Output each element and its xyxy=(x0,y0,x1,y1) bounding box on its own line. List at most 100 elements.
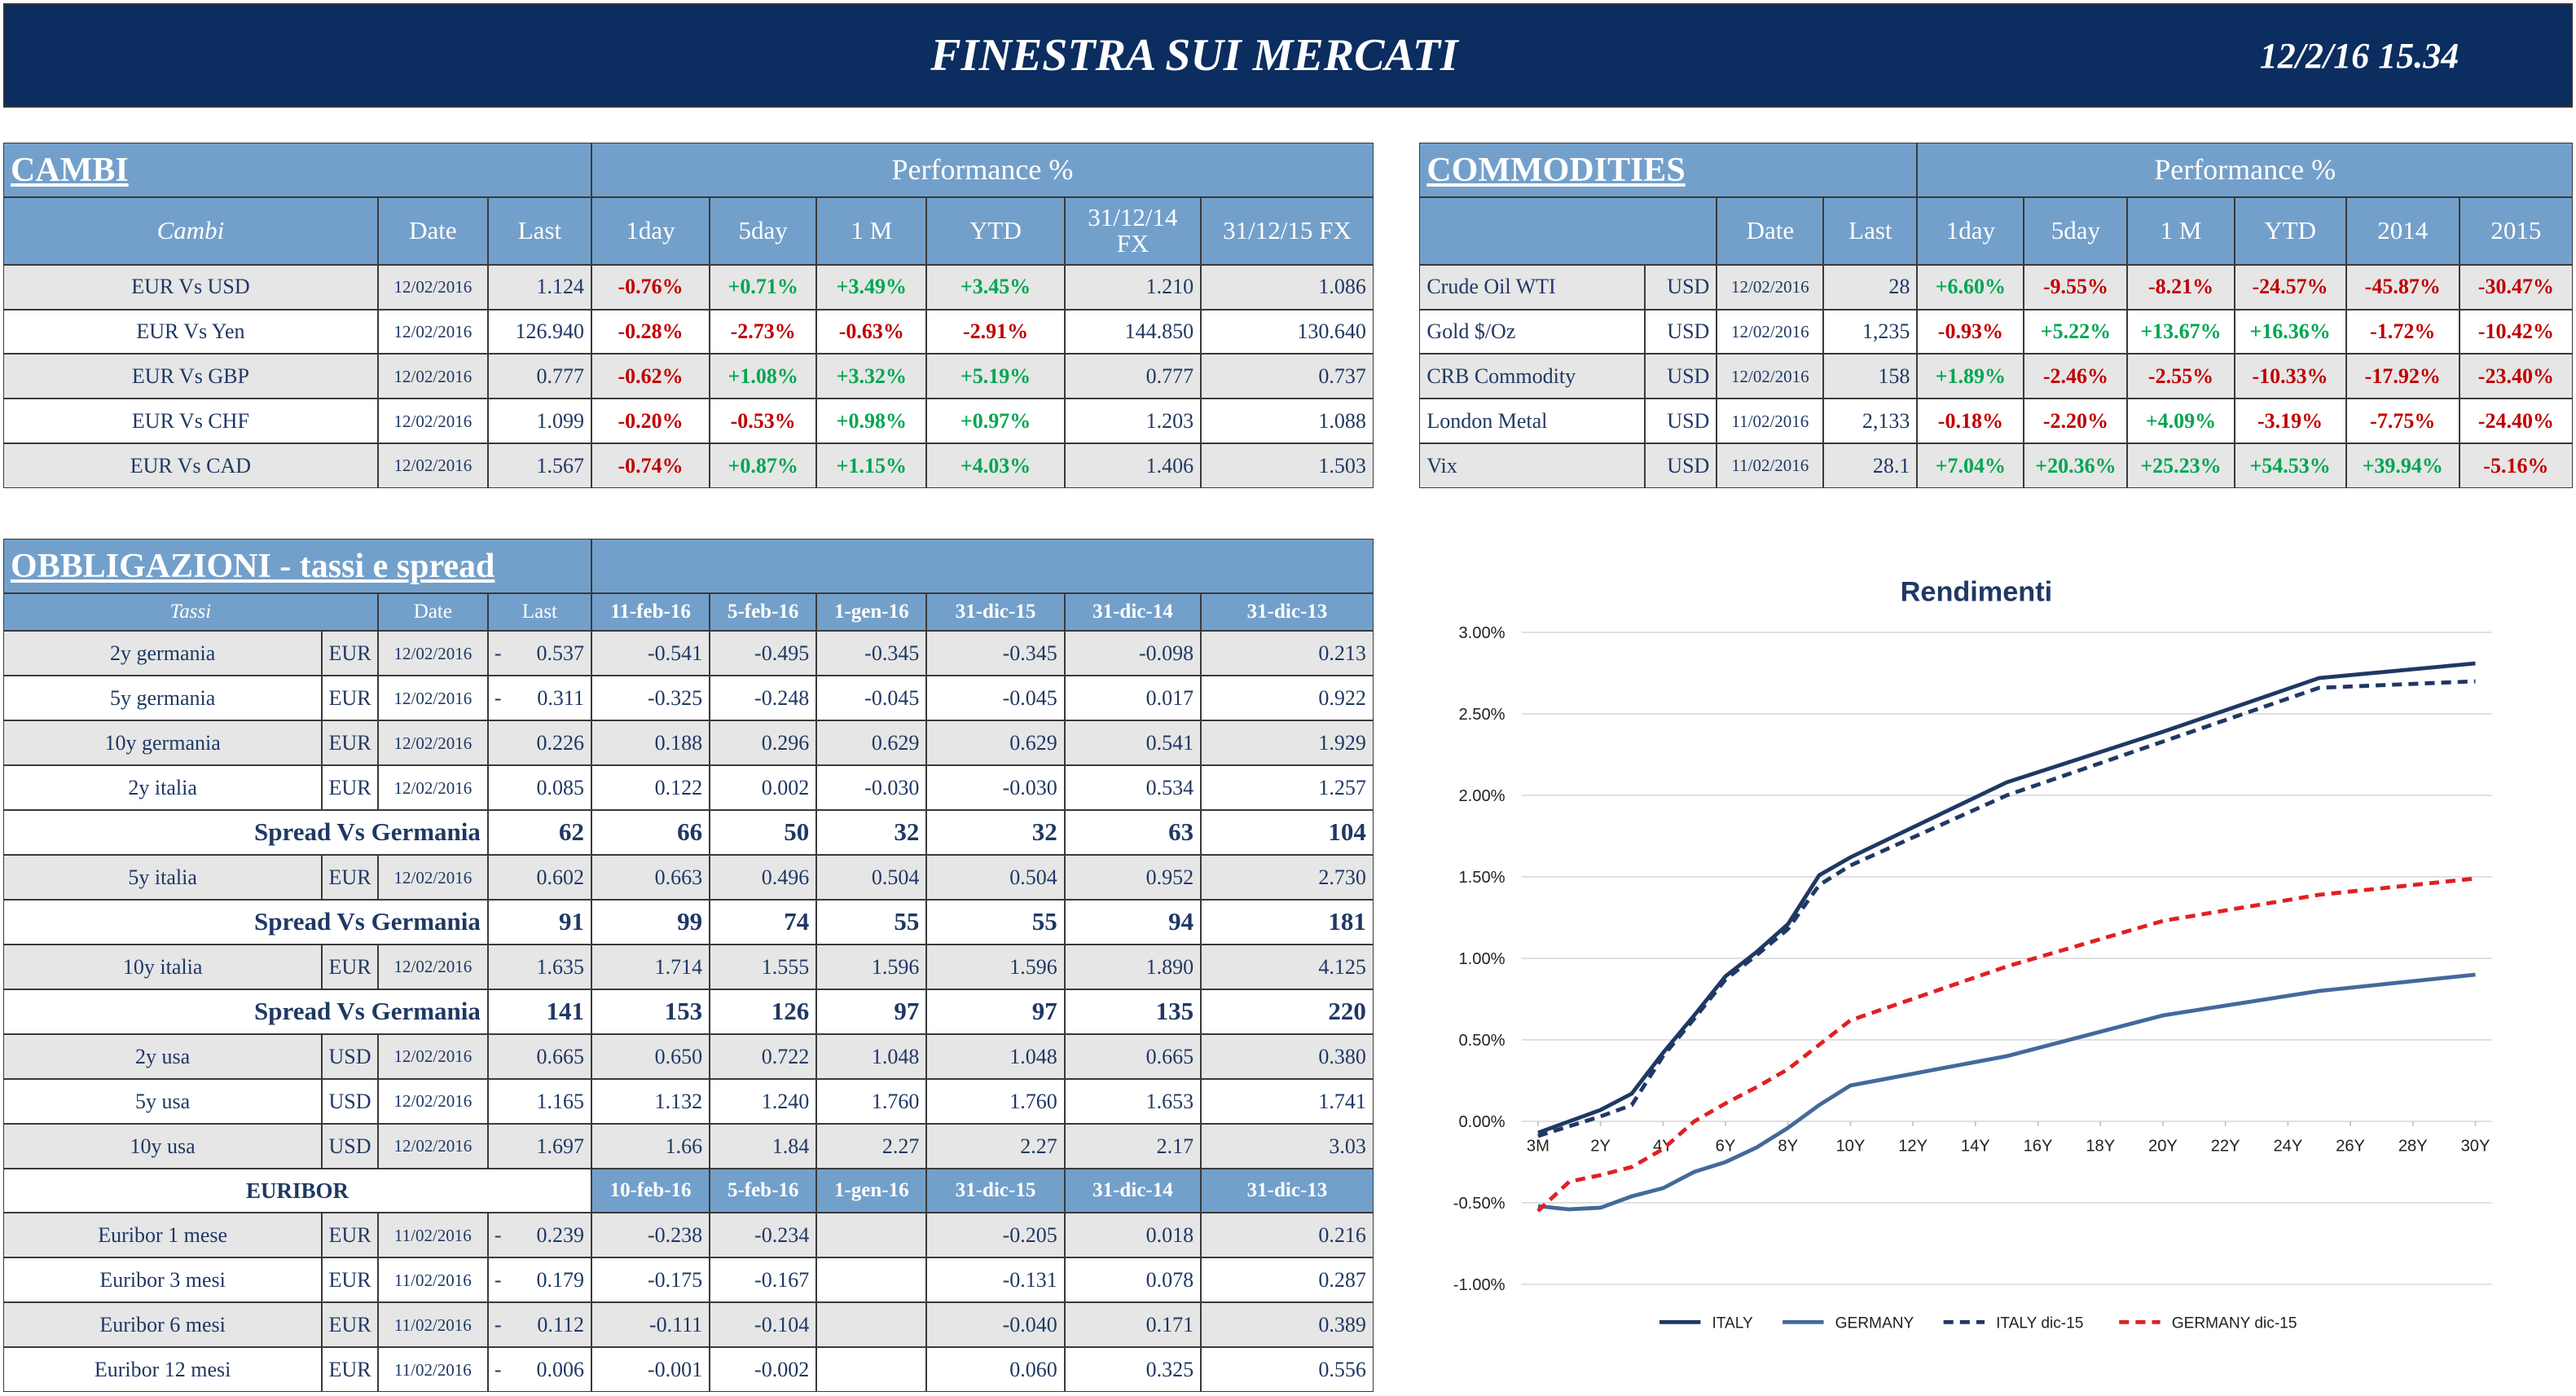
date: 12/02/2016 xyxy=(377,945,488,989)
section-title: COMMODITIES xyxy=(1419,143,1918,197)
rate-value: -0.495 xyxy=(710,631,817,676)
row-label: 5y usa xyxy=(3,1078,323,1124)
x-tick-label: 20Y xyxy=(2148,1138,2178,1156)
performance-value: -0.76% xyxy=(591,264,710,310)
legend-label: GERMANY dic-15 xyxy=(2172,1315,2297,1332)
rate-value: 1.596 xyxy=(816,945,927,989)
performance-value: +7.04% xyxy=(1917,443,2024,488)
currency: EUR xyxy=(322,1347,378,1393)
x-tick-label: 3M xyxy=(1527,1138,1550,1156)
rate-value: 2.730 xyxy=(1201,855,1374,901)
table-cell: EUR Vs Yen xyxy=(3,309,378,355)
rate-value: 1.240 xyxy=(710,1078,817,1124)
y-tick-label: 3.00% xyxy=(1458,624,1505,642)
rate-value: 1.66 xyxy=(591,1123,710,1169)
row-label: 2y italia xyxy=(3,765,323,811)
performance-value: -30.47% xyxy=(2459,264,2573,310)
rate-value: 0.537 xyxy=(487,631,591,676)
x-tick-label: 8Y xyxy=(1778,1138,1798,1156)
table-cell: 12/02/2016 xyxy=(377,264,488,310)
spread-value: 55 xyxy=(926,900,1065,945)
performance-value: -10.42% xyxy=(2459,309,2573,355)
column-header: 1 M xyxy=(816,196,927,265)
rate-value: 1.929 xyxy=(1201,720,1374,766)
table-cell: USD xyxy=(1644,309,1717,355)
performance-value: +1.08% xyxy=(710,354,817,399)
rate-value: 1.048 xyxy=(926,1033,1065,1079)
rate-value xyxy=(816,1347,927,1393)
spread-value: 32 xyxy=(926,810,1065,856)
x-tick-label: 14Y xyxy=(1961,1138,1990,1156)
table-cell: 12/02/2016 xyxy=(377,399,488,444)
spread-value: 104 xyxy=(1201,810,1374,856)
rate-value: 0.665 xyxy=(487,1033,591,1079)
rate-value: -0.002 xyxy=(710,1347,817,1393)
spread-label: Spread Vs Germania xyxy=(3,989,488,1034)
table-cell: CRB Commodity xyxy=(1419,354,1645,399)
group-header: Performance % xyxy=(591,143,1374,197)
rate-value: 0.665 xyxy=(1064,1033,1202,1079)
date: 12/02/2016 xyxy=(377,1033,488,1079)
y-tick-label: -0.50% xyxy=(1453,1195,1506,1213)
rate-value: 0.179 xyxy=(487,1257,591,1303)
rate-value: 0.216 xyxy=(1201,1213,1374,1258)
rate-value: -0.345 xyxy=(926,631,1065,676)
spread-value: 91 xyxy=(487,900,591,945)
performance-value: +0.98% xyxy=(816,399,927,444)
rate-value: -0.104 xyxy=(710,1302,817,1348)
rate-value: -0.325 xyxy=(591,676,710,721)
performance-value: +1.89% xyxy=(1917,354,2024,399)
column-header: 1day xyxy=(1917,196,2024,265)
rate-value: 0.078 xyxy=(1064,1257,1202,1303)
table-cell: 1.086 xyxy=(1201,264,1374,310)
rate-value: 0.629 xyxy=(926,720,1065,766)
series-line xyxy=(1536,876,2476,1213)
performance-value: -2.73% xyxy=(710,309,817,355)
x-tick-label: 16Y xyxy=(2024,1138,2053,1156)
header-bar: FINESTRA SUI MERCATI 12/2/16 15.34 xyxy=(3,3,2573,108)
rate-value: 0.239 xyxy=(487,1213,591,1258)
date: 12/02/2016 xyxy=(377,1078,488,1124)
page-title: FINESTRA SUI MERCATI xyxy=(930,30,1458,81)
x-tick-label: 6Y xyxy=(1716,1138,1736,1156)
performance-value: -2.46% xyxy=(2024,354,2128,399)
table-cell: EUR Vs CHF xyxy=(3,399,378,444)
currency: USD xyxy=(322,1123,378,1169)
column-header: 31-dic-14 xyxy=(1064,1168,1202,1213)
rate-value: -0.045 xyxy=(816,676,927,721)
rate-value: 1.048 xyxy=(816,1033,927,1079)
currency: USD xyxy=(322,1078,378,1124)
performance-value: +0.87% xyxy=(710,443,817,488)
rate-value: -0.167 xyxy=(710,1257,817,1303)
rate-value: -0.205 xyxy=(926,1213,1065,1258)
performance-value: -8.21% xyxy=(2127,264,2235,310)
chart-title: Rendimenti xyxy=(1901,577,2053,608)
rate-value: 1.741 xyxy=(1201,1078,1374,1124)
column-header: YTD xyxy=(2234,196,2346,265)
rate-value: -0.098 xyxy=(1064,631,1202,676)
rate-value: -0.234 xyxy=(710,1213,817,1258)
performance-value: +0.97% xyxy=(926,399,1065,444)
column-header: 10-feb-16 xyxy=(591,1168,710,1213)
y-tick-label: 2.50% xyxy=(1458,706,1505,724)
column-header: 31-dic-13 xyxy=(1201,592,1374,632)
performance-value: -1.72% xyxy=(2345,309,2460,355)
rate-value: -0.045 xyxy=(926,676,1065,721)
rate-value: 1.697 xyxy=(487,1123,591,1169)
series-line xyxy=(1537,972,2476,1212)
section-title: OBBLIGAZIONI - tassi e spread xyxy=(3,539,591,593)
currency: EUR xyxy=(322,631,378,676)
currency: EUR xyxy=(322,1213,378,1258)
series-line xyxy=(1537,661,2476,1135)
x-tick-label: 24Y xyxy=(2273,1138,2302,1156)
row-label: 10y germania xyxy=(3,720,323,766)
rate-value: 0.085 xyxy=(487,765,591,811)
x-tick-label: 30Y xyxy=(2461,1138,2490,1156)
table-cell: 1.203 xyxy=(1064,399,1202,444)
column-header: Cambi xyxy=(3,196,378,265)
rate-value: 0.060 xyxy=(926,1347,1065,1393)
performance-value: -0.74% xyxy=(591,443,710,488)
date: 11/02/2016 xyxy=(377,1213,488,1258)
performance-value: +3.49% xyxy=(816,264,927,310)
